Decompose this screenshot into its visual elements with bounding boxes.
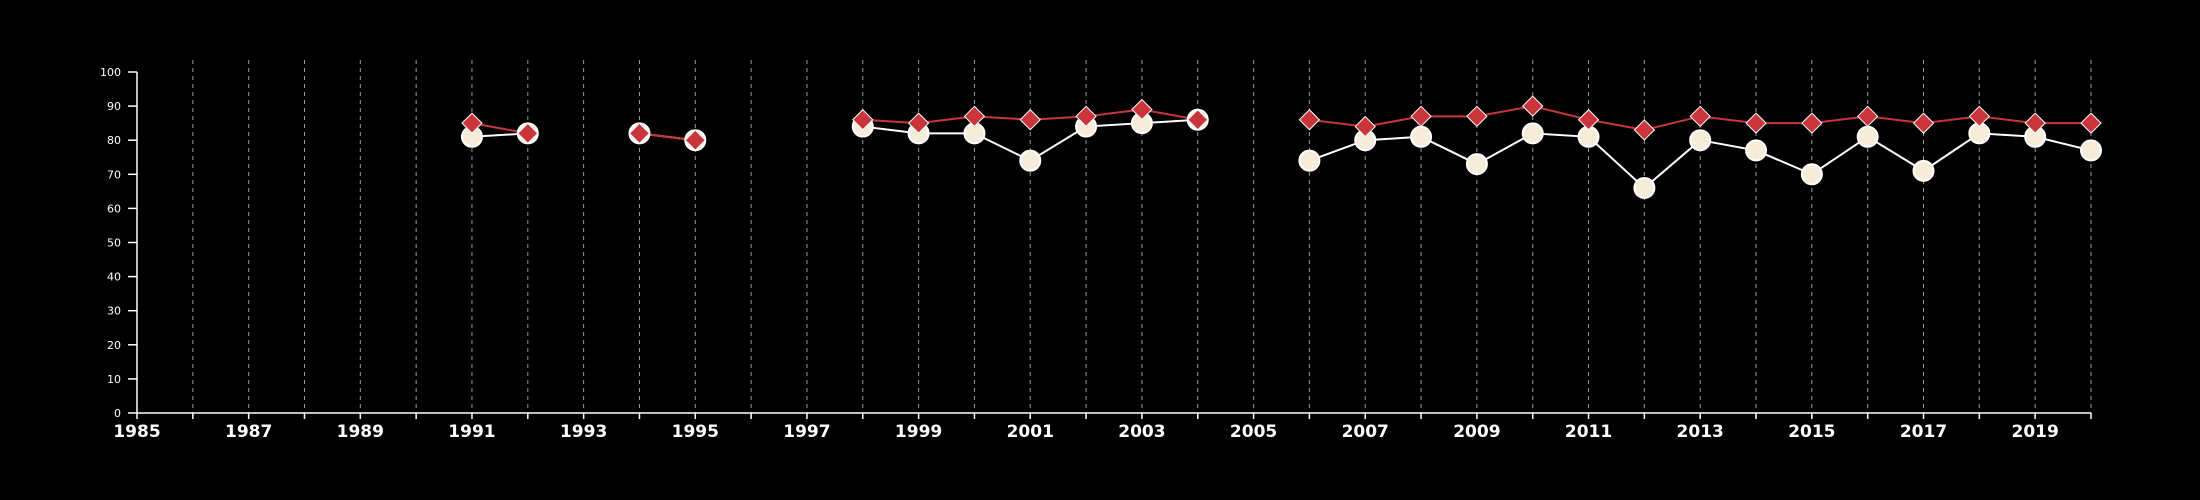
x-tick-label: 1989: [337, 422, 384, 442]
data-point-circle: [1856, 125, 1879, 148]
x-tick-label: 2011: [1565, 422, 1612, 442]
data-point-diamond: [2080, 112, 2102, 134]
data-point-circle: [1298, 149, 1321, 172]
x-tick-label: 2015: [1788, 422, 1835, 442]
data-point-diamond: [1131, 98, 1153, 121]
data-point-circle: [1689, 129, 1712, 152]
data-point-diamond: [461, 112, 483, 134]
y-tick-label: 60: [107, 202, 121, 215]
data-point-diamond: [1354, 115, 1376, 138]
data-point-circle: [1800, 163, 1823, 186]
data-point-diamond: [684, 129, 706, 151]
data-point-circle: [1521, 122, 1544, 145]
x-tick-label: 2007: [1342, 422, 1389, 442]
data-point-diamond: [1410, 105, 1432, 128]
data-point-diamond: [852, 109, 874, 131]
data-point-diamond: [907, 112, 930, 134]
data-point-circle: [2080, 139, 2102, 162]
data-point-diamond: [628, 122, 651, 145]
x-tick-label: 2009: [1453, 422, 1500, 442]
y-tick-label: 70: [107, 168, 121, 181]
data-point-diamond: [963, 105, 986, 128]
y-tick-label: 0: [114, 407, 121, 420]
y-tick-label: 10: [107, 373, 121, 386]
markers-circle: [460, 108, 2102, 199]
series-group: [460, 95, 2102, 199]
x-tick-label: 2001: [1007, 422, 1054, 442]
y-tick-label: 30: [107, 305, 121, 318]
axes: 0 10 20 30 40 50 60 70 80 90 100 1985 1987 1989 1991 19…: [100, 66, 2092, 442]
data-point-diamond: [1522, 95, 1544, 117]
x-tick-label: 1985: [113, 422, 160, 442]
x-tick-label: 2005: [1230, 422, 1277, 442]
x-tick-label: 2019: [2012, 422, 2059, 442]
y-tick-label: 50: [107, 237, 121, 250]
data-point-circle: [1745, 139, 1768, 162]
data-point-diamond: [1801, 112, 1823, 134]
data-point-diamond: [1187, 109, 1209, 131]
markers-diamond: [461, 95, 2102, 151]
data-point-circle: [1465, 153, 1488, 176]
x-tick-label: 2017: [1900, 422, 1947, 442]
data-point-circle: [1912, 159, 1935, 182]
data-point-diamond: [1019, 109, 1041, 131]
data-point-diamond: [1912, 112, 1935, 134]
x-tick-label: 1995: [672, 422, 719, 442]
x-tick-label: 2003: [1118, 422, 1165, 442]
y-tick-label: 100: [100, 66, 121, 79]
x-tick-label: 1987: [225, 422, 272, 442]
data-point-diamond: [1577, 109, 1600, 131]
series-diamond: [471, 105, 2091, 142]
data-point-diamond: [2024, 112, 2046, 134]
data-point-circle: [1019, 149, 1042, 172]
y-tick-label: 20: [107, 339, 121, 352]
y-tick-label: 40: [107, 271, 121, 284]
data-point-diamond: [1968, 105, 1991, 128]
x-tick-label: 1997: [783, 422, 830, 442]
data-point-circle: [1633, 176, 1656, 199]
data-point-circle: [1410, 125, 1433, 148]
x-tick-label: 1991: [448, 422, 495, 442]
data-point-diamond: [1745, 112, 1767, 134]
data-point-diamond: [517, 122, 539, 145]
y-tick-label: 80: [107, 134, 121, 147]
data-point-diamond: [1689, 105, 1711, 128]
x-tick-label: 1999: [895, 422, 942, 442]
x-tick-label: 2013: [1677, 422, 1724, 442]
x-tick-label: 1993: [560, 422, 607, 442]
data-point-diamond: [1298, 109, 1321, 131]
y-tick-label: 90: [107, 100, 121, 113]
data-point-diamond: [1856, 105, 1879, 128]
series-circle: [471, 118, 2092, 190]
data-point-diamond: [1466, 105, 1488, 128]
data-point-diamond: [1633, 119, 1656, 141]
data-point-diamond: [1075, 105, 1097, 128]
